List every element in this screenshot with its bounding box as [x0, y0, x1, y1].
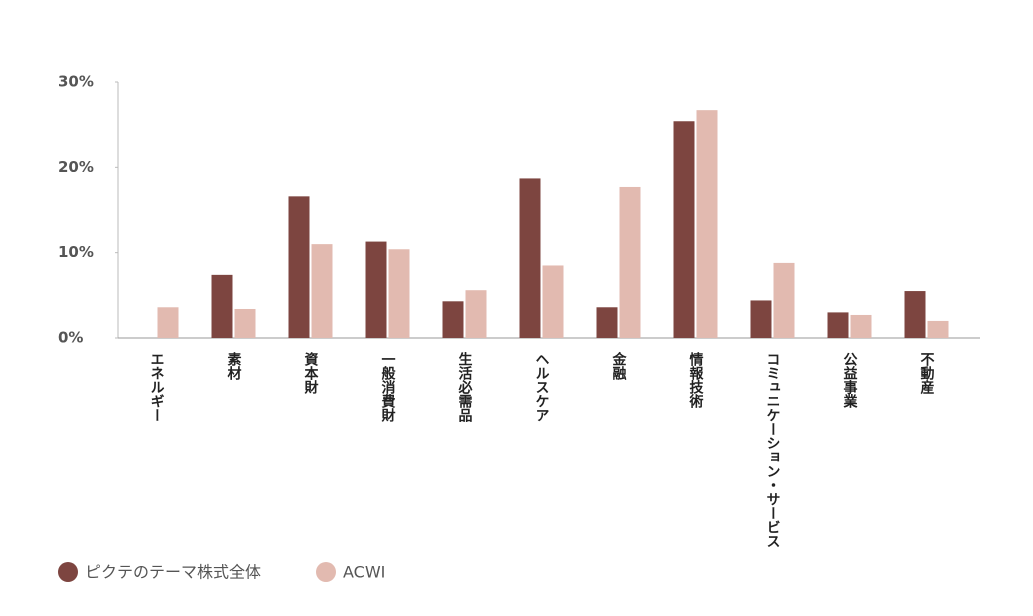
x-tick-label: 生活必需品	[457, 351, 474, 423]
legend-label: ACWI	[343, 563, 385, 582]
bar	[519, 178, 541, 338]
bar	[157, 307, 179, 338]
bar	[750, 300, 772, 338]
x-tick-label: 一般消費財	[380, 352, 397, 423]
legend-label: ピクテのテーマ株式全体	[85, 563, 261, 582]
bar	[596, 307, 618, 338]
bar	[311, 244, 333, 338]
bar	[927, 320, 949, 338]
x-tick-label: エネルギー	[149, 352, 165, 422]
bar	[465, 290, 487, 338]
y-tick-label: 10%	[58, 243, 94, 261]
x-tick-label: 素材	[226, 351, 242, 381]
legend-swatch	[316, 562, 336, 582]
x-tick-label: 金融	[611, 351, 628, 381]
bar	[773, 262, 795, 338]
bar	[619, 186, 641, 338]
bar	[696, 110, 718, 338]
legend-swatch	[58, 562, 78, 582]
bar	[827, 312, 849, 338]
bar	[904, 291, 926, 338]
x-tick-label: ヘルスケア	[534, 352, 550, 422]
x-tick-label: 情報技術	[688, 351, 705, 409]
bar	[211, 274, 233, 338]
bar	[388, 249, 410, 338]
y-tick-label: 0%	[58, 329, 83, 347]
x-tick-label: コミュニケーション・サービス	[765, 352, 781, 548]
bar	[542, 265, 564, 338]
x-tick-label: 資本財	[303, 351, 320, 395]
x-tick-label: 公益事業	[842, 352, 859, 409]
bar	[673, 121, 695, 339]
bar	[442, 301, 464, 338]
y-tick-label: 30%	[58, 73, 94, 91]
bar	[850, 314, 872, 338]
bar	[365, 241, 387, 338]
bar	[288, 196, 310, 338]
x-tick-label: 不動産	[919, 352, 935, 395]
y-tick-label: 20%	[58, 158, 94, 176]
bar	[234, 308, 256, 338]
